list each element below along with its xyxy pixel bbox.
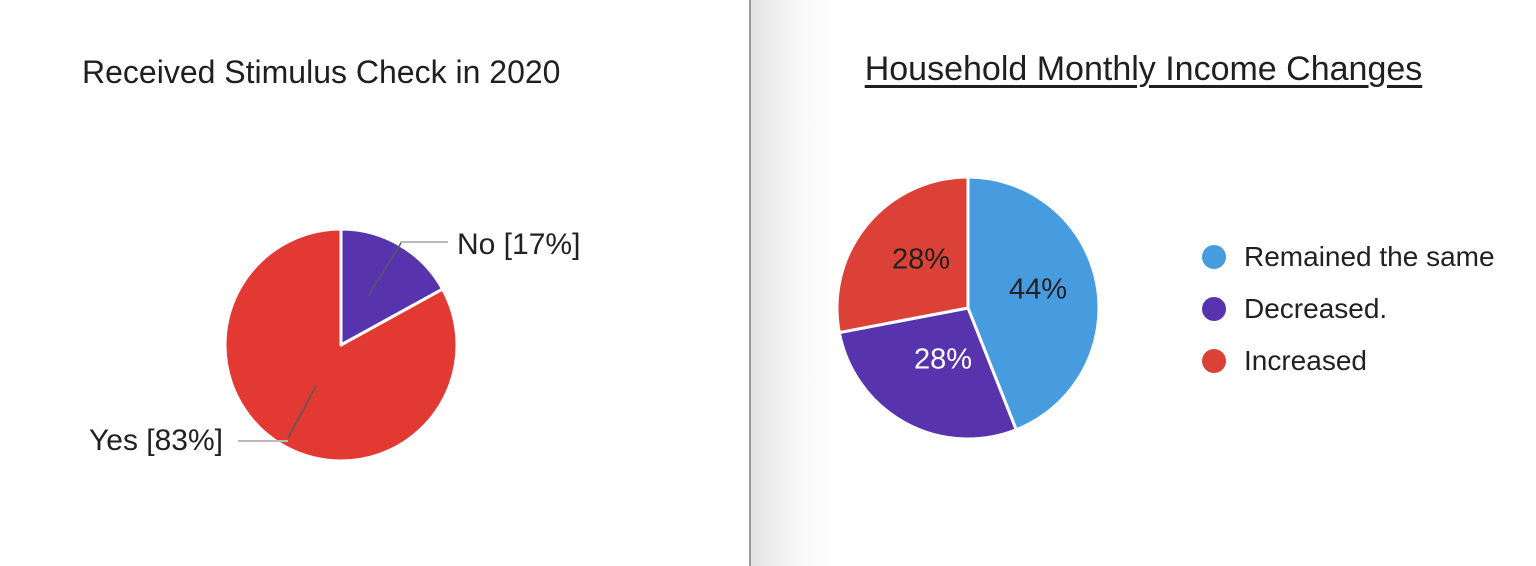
pie-slices <box>835 175 1101 441</box>
income-pie-chart <box>835 175 1101 441</box>
pie-label-no: No [17%] <box>457 228 581 261</box>
pie-slice-increased <box>835 175 970 335</box>
left-slide: Received Stimulus Check in 2020 No [17%]… <box>0 0 749 566</box>
slice-label-increased: 28% <box>891 243 951 276</box>
legend-label: Increased <box>1244 345 1367 376</box>
pie-label-yes: Yes [83%] <box>89 424 223 457</box>
slice-label-decreased: 28% <box>913 343 973 376</box>
legend-row-remained-the-same: Remained the same <box>1202 240 1495 274</box>
pie-slice-decreased <box>837 306 1018 441</box>
legend-dot-blue-icon <box>1202 245 1226 269</box>
callout-lines <box>238 241 448 442</box>
right-slide: Household Monthly Income Changes 44% 28%… <box>749 0 1536 566</box>
legend-row-decreased: Decreased. <box>1202 292 1495 326</box>
legend-dot-red-icon <box>1202 349 1226 373</box>
legend-row-increased: Increased <box>1202 344 1495 378</box>
legend-label: Remained the same <box>1244 241 1495 272</box>
right-chart-title: Household Monthly Income Changes <box>864 50 1423 88</box>
legend-dot-purple-icon <box>1202 297 1226 321</box>
pie-slice-remained-the-same <box>966 175 1101 432</box>
slice-label-remained-the-same: 44% <box>1008 273 1068 306</box>
pie-slice-yes <box>223 227 459 463</box>
left-chart-title: Received Stimulus Check in 2020 <box>82 54 561 90</box>
callout-line-no-diagonal <box>367 242 402 297</box>
legend-label: Decreased. <box>1244 293 1388 324</box>
right-chart-title-wrap: Household Monthly Income Changes <box>751 50 1536 89</box>
stimulus-pie-chart <box>223 227 459 463</box>
legend: Remained the same Decreased. Increased <box>1202 240 1495 378</box>
callout-line-yes-diagonal <box>287 385 317 439</box>
pie-slices <box>223 227 459 463</box>
